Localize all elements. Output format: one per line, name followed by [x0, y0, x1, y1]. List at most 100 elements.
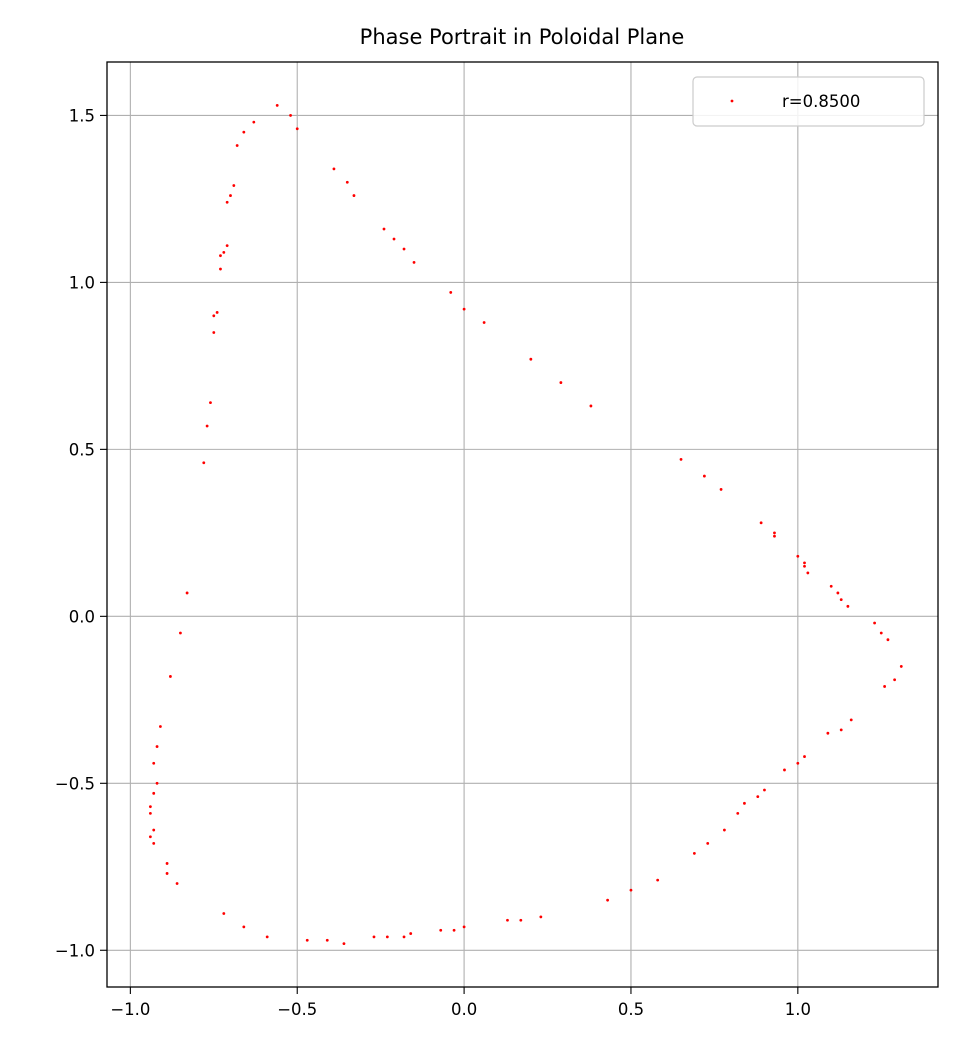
data-point [185, 591, 189, 595]
data-point [692, 852, 696, 855]
data-point [826, 731, 830, 735]
data-point [873, 621, 876, 625]
data-point [629, 888, 633, 892]
data-point [849, 718, 853, 722]
x-tick-label: 1.0 [785, 1000, 811, 1019]
data-point [342, 942, 346, 945]
data-point [803, 564, 806, 568]
data-point [452, 928, 456, 932]
data-point [482, 321, 486, 324]
data-point [152, 791, 156, 795]
data-point [893, 678, 897, 682]
data-point [165, 862, 169, 865]
data-point [559, 381, 563, 384]
data-point [392, 237, 396, 241]
data-point [796, 761, 800, 765]
data-point [325, 938, 329, 942]
data-point [743, 801, 746, 805]
data-point [235, 144, 239, 147]
data-point [148, 835, 152, 839]
y-tick-label: −0.5 [55, 774, 95, 793]
data-point [656, 878, 660, 882]
data-point [796, 554, 800, 558]
data-point [275, 104, 279, 107]
data-point [773, 531, 776, 535]
data-point [229, 194, 232, 197]
data-point [462, 925, 466, 929]
axis-ticks: −1.0 −0.5 0.0 0.5 1.0 −1.0 −0.5 0.0 0.5 1.0 1.5 [55, 106, 811, 1019]
data-point [899, 665, 903, 668]
data-point [205, 424, 209, 428]
data-point [839, 598, 843, 602]
data-point [212, 331, 216, 334]
data-point [846, 604, 850, 608]
data-point [295, 127, 299, 131]
data-point [152, 828, 156, 832]
data-point [706, 842, 710, 845]
data-point [175, 882, 179, 885]
data-point [225, 244, 229, 248]
data-point [148, 811, 152, 815]
data-point [736, 811, 740, 815]
data-point [806, 571, 810, 575]
data-point [839, 728, 843, 732]
data-point [385, 935, 389, 939]
data-point [332, 167, 336, 171]
y-tick-label: 1.5 [69, 106, 95, 125]
data-point [305, 938, 309, 942]
data-point [449, 291, 453, 294]
data-point [402, 247, 406, 251]
data-point [679, 457, 683, 461]
legend-marker [730, 99, 734, 103]
data-point [155, 781, 159, 785]
data-point [155, 745, 159, 748]
data-point [265, 935, 269, 939]
data-point [212, 314, 216, 318]
data-point [219, 254, 222, 258]
data-point [219, 267, 222, 271]
data-point [232, 184, 236, 187]
data-point [179, 631, 182, 635]
data-point [439, 928, 443, 932]
data-point [589, 404, 593, 408]
data-point [836, 591, 840, 595]
chart-title: Phase Portrait in Poloidal Plane [360, 25, 685, 49]
data-point [225, 200, 229, 204]
data-point [519, 918, 523, 922]
x-tick-label: 0.0 [451, 1000, 477, 1019]
data-point [756, 795, 760, 799]
data-point [803, 561, 806, 565]
data-point [222, 912, 226, 915]
data-point [759, 521, 763, 525]
data-point [886, 638, 890, 642]
legend-box [692, 76, 925, 127]
grid-layer [107, 62, 938, 987]
data-point [879, 631, 883, 635]
data-point [152, 761, 156, 765]
data-point [152, 842, 156, 845]
data-point [215, 311, 219, 314]
y-tick-label: 0.5 [69, 440, 95, 459]
data-point [409, 932, 413, 935]
data-point [345, 180, 349, 184]
data-point [148, 805, 152, 809]
x-tick-label: −0.5 [277, 1000, 317, 1019]
data-point [412, 260, 416, 264]
data-point [803, 755, 806, 758]
data-point [539, 915, 543, 919]
data-point [242, 925, 246, 929]
data-point [702, 474, 706, 478]
x-tick-label: −1.0 [110, 1000, 150, 1019]
data-points [148, 104, 903, 945]
data-point [529, 357, 533, 361]
legend-series-label: r=0.8500 [782, 92, 860, 111]
data-point [242, 130, 246, 134]
data-point [352, 194, 356, 197]
data-point [719, 488, 723, 491]
data-point [506, 918, 509, 922]
data-point [462, 307, 466, 311]
data-point [209, 401, 212, 405]
data-point [202, 461, 206, 465]
data-point [222, 250, 226, 254]
